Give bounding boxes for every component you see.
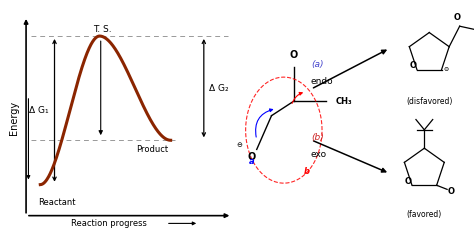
- Text: O: O: [454, 13, 461, 22]
- Text: Product: Product: [136, 145, 168, 154]
- Text: Reactant: Reactant: [38, 198, 75, 207]
- Text: O: O: [410, 61, 417, 70]
- Text: ⊖: ⊖: [237, 142, 242, 147]
- Text: Δ G₂: Δ G₂: [209, 84, 228, 93]
- Text: (b): (b): [311, 133, 324, 142]
- Text: b: b: [303, 167, 310, 175]
- Text: O: O: [448, 187, 455, 196]
- Text: ⊖: ⊖: [444, 67, 449, 72]
- Text: (favored): (favored): [407, 210, 442, 219]
- Text: T. S.: T. S.: [92, 25, 111, 34]
- Text: CH₃: CH₃: [336, 97, 352, 106]
- Text: Reaction progress: Reaction progress: [71, 219, 147, 228]
- Text: a: a: [249, 157, 255, 166]
- Text: Energy: Energy: [9, 101, 19, 135]
- Text: (disfavored): (disfavored): [406, 97, 453, 106]
- Text: exo: exo: [311, 150, 327, 159]
- Text: O: O: [247, 152, 256, 162]
- Text: Δ G₁: Δ G₁: [29, 106, 49, 115]
- Text: (a): (a): [311, 60, 323, 69]
- Text: endo: endo: [311, 77, 334, 86]
- Text: O: O: [290, 50, 298, 60]
- Text: O: O: [405, 177, 412, 186]
